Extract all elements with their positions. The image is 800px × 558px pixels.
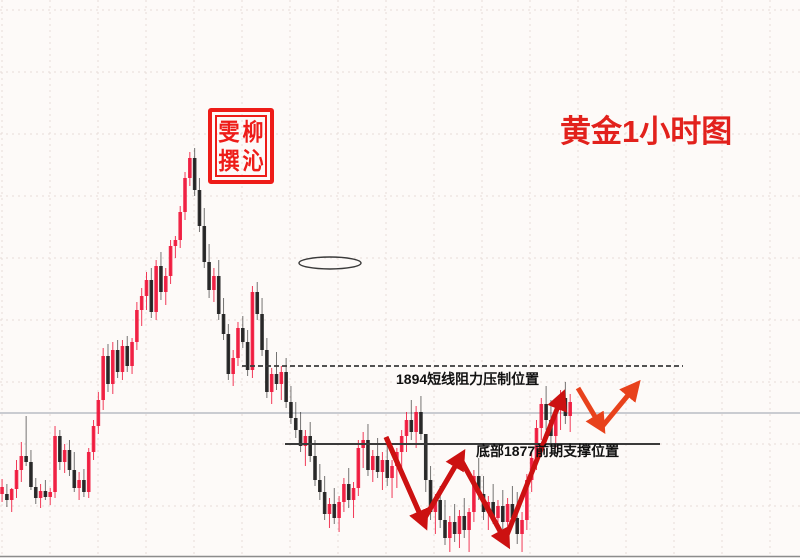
consolidation-ellipse-marker [298,256,362,270]
resistance-level-label: 1894短线阻力压制位置 [396,371,540,387]
page-title: 黄金1小时图 [560,114,733,149]
support-level-label: 底部1877前期支撑位置 [476,443,620,459]
price-level-lines [242,365,683,445]
seal-inner-frame: 雯 柳 撰 沁 [215,115,267,177]
forecast-arrow-overlay [575,379,641,435]
seal-char-3: 撰 [218,146,240,175]
author-seal-stamp: 雯 柳 撰 沁 [208,108,274,184]
seal-char-1: 雯 [218,117,240,146]
seal-char-4: 沁 [242,146,264,175]
trend-path-overlay [383,389,567,550]
candlestick-series [0,148,572,552]
seal-char-2: 柳 [242,117,264,146]
